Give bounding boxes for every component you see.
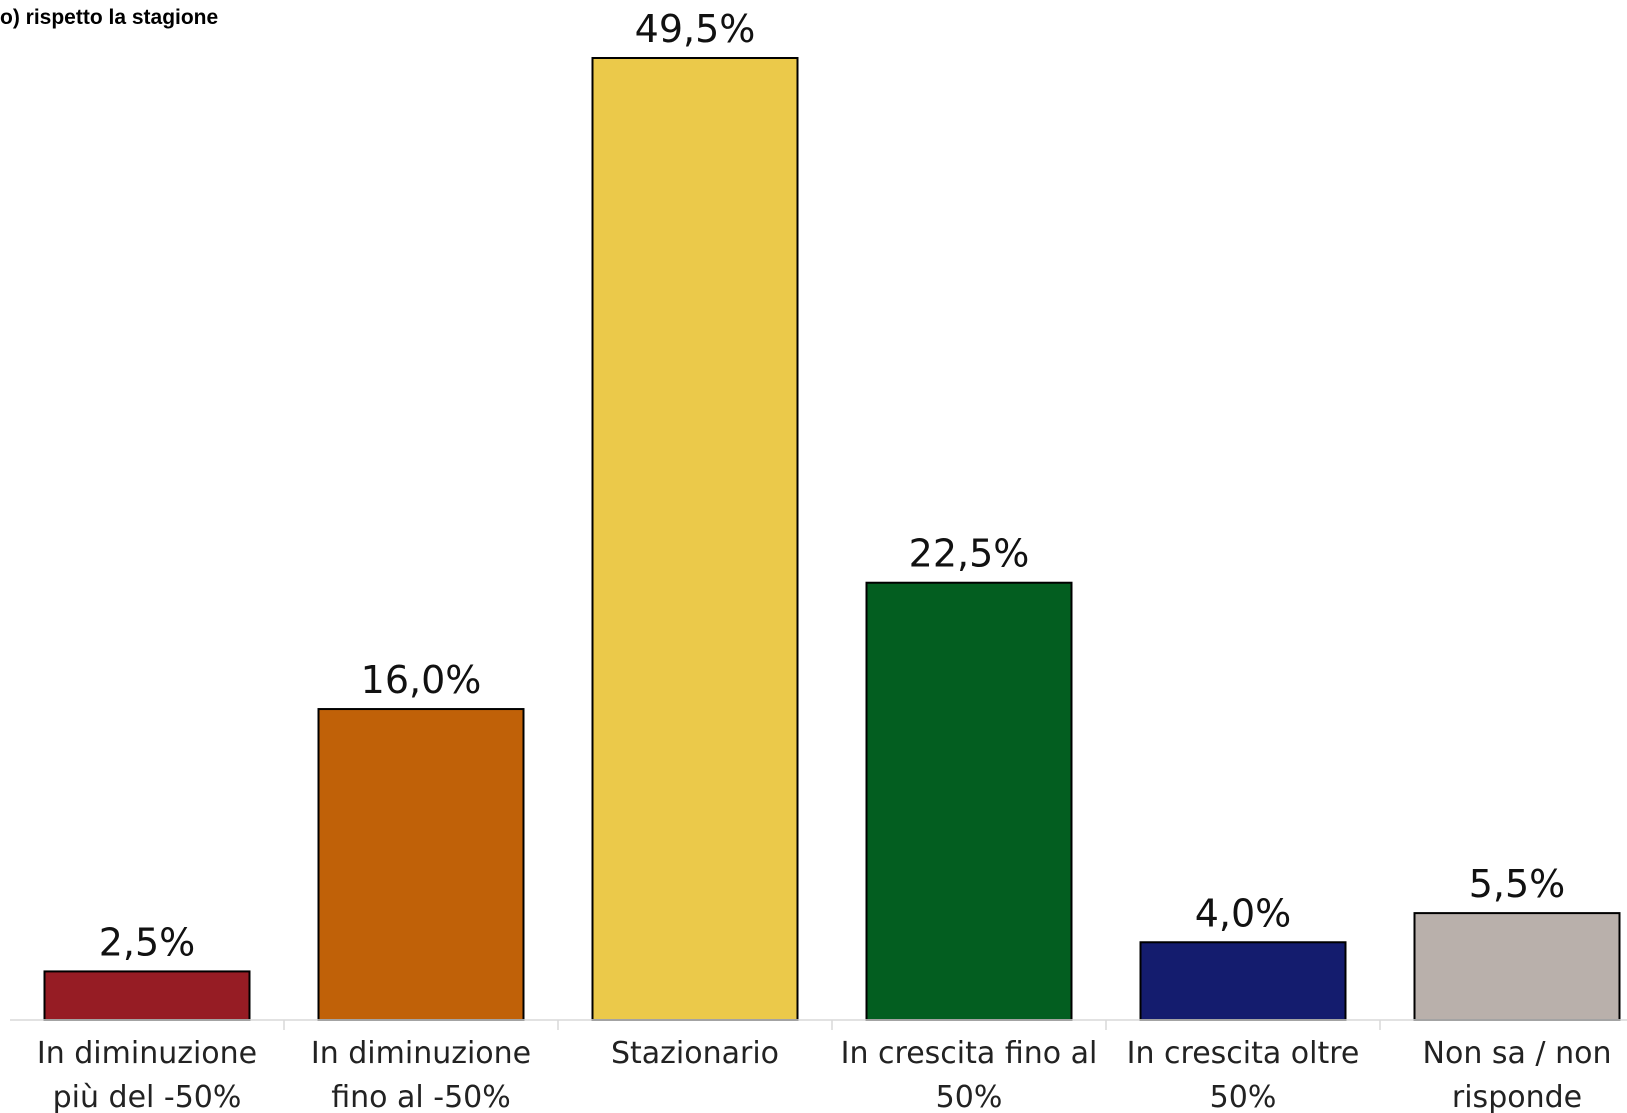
category-label-line: In diminuzione (311, 1036, 531, 1071)
data-label-in-diminuzione-fino-al-50: 16,0% (361, 658, 482, 702)
category-label-in-crescita-oltre-50: In crescita oltre 50% (1127, 1036, 1360, 1113)
category-label-line: 50% (936, 1080, 1003, 1113)
category-label-in-diminuzione-fino-al-50: In diminuzione fino al -50% (311, 1036, 531, 1113)
data-label-non-sa-non-risponde: 5,5% (1469, 862, 1566, 906)
category-label-in-crescita-fino-al-50: In crescita fino al 50% (841, 1036, 1098, 1113)
bar-in-crescita-oltre-50 (1139, 941, 1347, 1022)
labels-layer: 2,5% In diminuzione più del -50% 16,0% In di… (37, 7, 1612, 1113)
category-label-line: fino al -50% (331, 1080, 511, 1113)
category-label-line: risponde (1452, 1080, 1582, 1113)
category-label-line: Non sa / non (1423, 1036, 1612, 1071)
bar-in-diminuzione-pi-del-50 (43, 970, 251, 1021)
category-label-line: In diminuzione (37, 1036, 257, 1071)
bars-layer (43, 57, 1621, 1022)
bar-in-diminuzione-fino-al-50 (317, 708, 525, 1021)
bar-in-crescita-fino-al-50 (865, 581, 1073, 1022)
data-label-stazionario: 49,5% (635, 7, 756, 51)
category-label-line: 50% (1210, 1080, 1277, 1113)
category-label-non-sa-non-risponde: Non sa / non risponde (1423, 1036, 1612, 1113)
bar-non-sa-non-risponde (1413, 912, 1621, 1021)
data-label-in-crescita-oltre-50: 4,0% (1195, 891, 1292, 935)
data-label-in-crescita-fino-al-50: 22,5% (909, 532, 1030, 576)
chart-title: o) rispetto la stagione (0, 6, 219, 29)
category-label-line: In crescita fino al (841, 1036, 1098, 1071)
category-label-line: più del -50% (53, 1080, 242, 1113)
category-label-in-diminuzione-pi-del-50: In diminuzione più del -50% (37, 1036, 257, 1113)
category-label-line: In crescita oltre (1127, 1036, 1360, 1071)
ticks-layer (283, 1020, 1381, 1030)
bar-stazionario (591, 57, 799, 1021)
category-label-line: Stazionario (611, 1036, 779, 1071)
category-label-stazionario: Stazionario (611, 1036, 779, 1071)
data-label-in-diminuzione-pi-del-50: 2,5% (99, 920, 196, 964)
